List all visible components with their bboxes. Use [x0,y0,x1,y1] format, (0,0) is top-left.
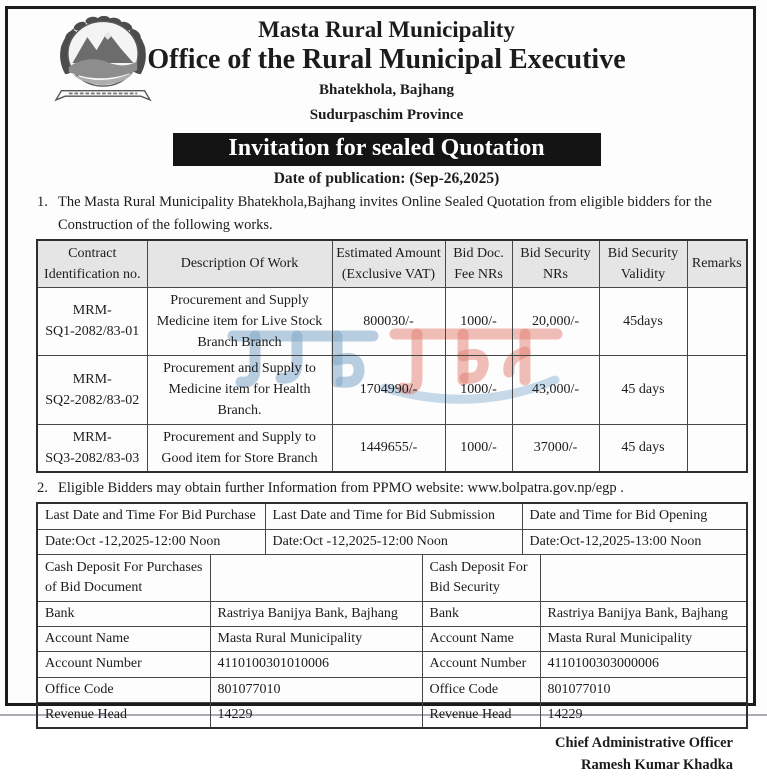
value-cash-deposit-security [539,554,748,602]
col-header-remarks: Remarks [686,239,748,288]
date-bid-purchase: Date:Oct -12,2025-12:00 Noon [36,528,266,556]
municipality-title: Masta Rural Municipality [258,17,515,42]
cell-remarks [686,423,748,473]
signatory-name: Ramesh Kumar Khadka [580,756,733,773]
col-header-validity: Bid Security Validity [598,239,688,288]
label-bank-right: Bank [421,600,541,627]
value-account-name-right: Masta Rural Municipality [539,625,748,653]
label-revenue-head-right: Revenue Head [421,701,541,729]
cell-remarks [686,286,748,356]
cell-description: Procurement and Supply to Medicine item … [146,354,333,425]
value-account-number-right: 4110100303000006 [539,651,748,678]
table-row: MRM- SQ1-2082/83-01 Procurement and Supp… [36,286,748,356]
value-revenue-head-right: 14229 [539,701,748,729]
cell-security: 43,000/- [511,354,600,425]
clause-2: 2. Eligible Bidders may obtain further I… [34,477,739,499]
cell-validity: 45days [598,286,688,356]
cell-amount: 1704990/- [331,354,446,425]
header-bid-submission: Last Date and Time for Bid Submission [264,502,523,530]
document-header: Masta Rural Municipality Office of the R… [34,13,739,125]
table-row: Account Number 4110100301010006 Account … [36,651,748,678]
label-cash-deposit-security: Cash Deposit For Bid Security [421,554,541,602]
table-row: Revenue Head 14229 Revenue Head 14229 [36,701,748,729]
value-revenue-head-left: 14229 [209,701,423,729]
cell-contract-id: MRM- SQ1-2082/83-01 [36,286,148,356]
table-row: Account Name Masta Rural Municipality Ac… [36,625,748,653]
date-bid-opening: Date:Oct-12,2025-13:00 Noon [521,528,748,556]
label-account-name-right: Account Name [421,625,541,653]
value-account-name-left: Masta Rural Municipality [209,625,423,653]
clause-1-text: The Masta Rural Municipality Bhatekhola,… [58,194,712,233]
notice-title-banner: Invitation for sealed Quotation [172,133,601,167]
label-office-code-right: Office Code [421,676,541,703]
table-row: Office Code 801077010 Office Code 801077… [36,676,748,703]
table-row: MRM- SQ2-2082/83-02 Procurement and Supp… [36,354,748,425]
table-row: Bank Rastriya Banijya Bank, Bajhang Bank… [36,600,748,627]
value-office-code-right: 801077010 [539,676,748,703]
cell-fee: 1000/- [444,354,513,425]
label-office-code-left: Office Code [36,676,211,703]
signatory-title: Chief Administrative Officer [555,735,733,752]
notice-page: Masta Rural Municipality Office of the R… [0,6,767,773]
province-line: Sudurpaschim Province [309,106,464,123]
clause-1: 1. The Masta Rural Municipality Bhatekho… [34,191,739,236]
bid-details-table: Last Date and Time For Bid Purchase Last… [36,502,748,730]
col-header-amount: Estimated Amount (Exclusive VAT) [331,239,446,288]
value-bank-right: Rastriya Banijya Bank, Bajhang [539,600,748,627]
label-bank-left: Bank [36,600,211,627]
date-bid-submission: Date:Oct -12,2025-12:00 Noon [264,528,523,556]
clause-2-text: Eligible Bidders may obtain further Info… [58,479,624,496]
label-cash-deposit-purchase: Cash Deposit For Purchases of Bid Docume… [36,554,211,602]
table-row: MRM- SQ3-2082/83-03 Procurement and Supp… [36,423,748,473]
table-row: Date:Oct -12,2025-12:00 Noon Date:Oct -1… [36,528,748,556]
col-header-description: Description Of Work [146,239,333,288]
cell-description: Procurement and Supply Medicine item for… [146,286,333,356]
label-account-number-left: Account Number [36,651,211,678]
cell-validity: 45 days [598,423,688,473]
label-account-name-left: Account Name [36,625,211,653]
address-line: Bhatekhola, Bajhang [318,82,455,99]
table-row: Last Date and Time For Bid Purchase Last… [36,502,748,530]
col-header-security: Bid Security NRs [511,239,600,288]
works-table: Contract Identification no. Description … [36,238,748,473]
office-title: Office of the Rural Municipal Executive [147,44,626,76]
cell-fee: 1000/- [444,423,513,473]
col-header-fee: Bid Doc. Fee NRs [444,239,513,288]
publication-date: Date of publication: (Sep-26,2025) [273,170,500,188]
cell-amount: 800030/- [331,286,446,356]
cell-security: 20,000/- [511,286,600,356]
clause-2-number: 2. [37,479,48,496]
value-cash-deposit-purchase [209,554,423,602]
label-account-number-right: Account Number [421,651,541,678]
notice-title: Invitation for sealed Quotation [228,135,545,162]
value-office-code-left: 801077010 [209,676,423,703]
cell-contract-id: MRM- SQ3-2082/83-03 [36,423,148,473]
value-bank-left: Rastriya Banijya Bank, Bajhang [209,600,423,627]
cell-amount: 1449655/- [331,423,446,473]
cell-fee: 1000/- [444,286,513,356]
cell-security: 37000/- [511,423,600,473]
label-revenue-head-left: Revenue Head [36,701,211,729]
document-border: Masta Rural Municipality Office of the R… [5,6,756,773]
nepal-emblem-logo [54,15,152,102]
signature-block: Chief Administrative Officer Ramesh Kuma… [34,733,733,777]
cell-description: Procurement and Supply to Good item for … [146,423,333,473]
works-table-header-row: Contract Identification no. Description … [36,239,748,288]
header-bid-opening: Date and Time for Bid Opening [521,502,748,530]
value-account-number-left: 4110100301010006 [209,651,423,678]
col-header-contract-id: Contract Identification no. [36,239,148,288]
cell-contract-id: MRM- SQ2-2082/83-02 [36,354,148,425]
table-row: Cash Deposit For Purchases of Bid Docume… [36,554,748,602]
header-bid-purchase: Last Date and Time For Bid Purchase [36,502,266,530]
cell-validity: 45 days [598,354,688,425]
cell-remarks [686,354,748,425]
clause-1-number: 1. [37,194,48,211]
